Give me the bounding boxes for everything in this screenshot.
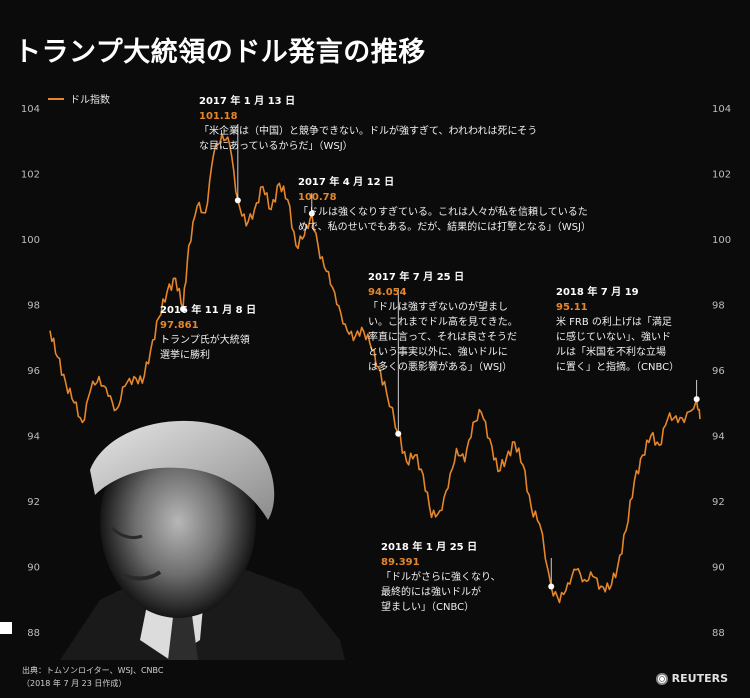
brand-label: REUTERS — [671, 672, 728, 685]
annotation-value: 95.11 — [556, 302, 588, 313]
y-tick-label-right: 102 — [712, 170, 731, 181]
annotation-value: 97.861 — [160, 320, 199, 331]
annotation-text-line: 望ましい」（CNBC） — [381, 602, 475, 613]
y-tick-label-left: 102 — [21, 170, 40, 181]
legend-label: ドル指数 — [70, 95, 110, 106]
annotation-point — [395, 430, 402, 437]
annotation-2018-01-25: 2018 年 1 月 25 日 89.391 「ドルがさらに強くなり、 最終的に… — [381, 540, 501, 615]
annotation-date: 2017 年 4 月 12 日 — [298, 177, 395, 188]
y-tick-label-left: 96 — [27, 366, 40, 377]
y-tick-label-right: 90 — [712, 563, 725, 574]
series-line-dollar-index — [49, 133, 701, 604]
annotation-value: 94.054 — [368, 287, 407, 298]
annotation-text-line: な目にあっているからだ」（WSJ） — [199, 141, 353, 152]
annotation-value: 100.78 — [298, 192, 337, 203]
y-tick-label-left: 90 — [27, 563, 40, 574]
y-axis-left: 88 90 92 94 96 98 100 102 104 — [21, 104, 40, 639]
annotation-text-line: 「ドルは強くなりすぎている。これは人々が私を信頼しているた — [298, 207, 588, 218]
date-note: （2018 年 7 月 23 日作成） — [22, 679, 127, 688]
source-text: 出典：トムソンロイター、WSJ、CNBC — [22, 666, 164, 675]
annotation-2017-01-13: 2017 年 1 月 13 日 101.18 「米企業は（中国）と競争できない。… — [199, 94, 537, 154]
annotation-2017-07-25: 2017 年 7 月 25 日 94.054 「ドルは強すぎないのが望まし い。… — [368, 270, 518, 375]
annotation-text-line: という事実以外に、強いドルに — [368, 347, 508, 358]
y-tick-label-right: 98 — [712, 301, 725, 312]
annotation-date: 2018 年 1 月 25 日 — [381, 542, 478, 553]
annotation-2018-07-19: 2018 年 7 月 19 95.11 米 FRB の利上げは「満足 に感じてい… — [556, 285, 679, 375]
image-edge — [0, 622, 12, 634]
annotation-text-line: めで、私のせいでもある。だが、結果的には打撃となる」（WSJ） — [298, 222, 591, 233]
annotation-2017-04-12: 2017 年 4 月 12 日 100.78 「ドルは強くなりすぎている。これは… — [298, 175, 591, 235]
annotation-date: 2018 年 7 月 19 — [556, 287, 639, 298]
annotation-text-line: 「米企業は（中国）と競争できない。ドルが強すぎて、われわれは死にそう — [199, 126, 538, 137]
y-tick-label-left: 88 — [27, 628, 40, 639]
y-tick-label-right: 92 — [712, 497, 725, 508]
y-tick-label-right: 94 — [712, 432, 725, 443]
annotation-text-line: 「ドルがさらに強くなり、 — [381, 572, 501, 583]
annotation-point — [234, 197, 241, 204]
chart-title: トランプ大統領のドル発言の推移 — [14, 37, 426, 68]
y-tick-label-right: 88 — [712, 628, 725, 639]
y-tick-label-left: 94 — [27, 432, 40, 443]
annotation-point — [308, 210, 315, 217]
annotation-value: 89.391 — [381, 557, 420, 568]
annotation-text-line: に置く」と指摘。（CNBC） — [556, 362, 680, 373]
annotation-text-line: 率直に言って、それは良さそうだ — [368, 332, 517, 343]
y-tick-label-left: 92 — [27, 497, 40, 508]
annotation-leaders — [179, 124, 700, 590]
annotation-2016-11-08: 2016 年 11 月 8 日 97.861 トランプ氏が大統領 選挙に勝利 — [160, 303, 256, 363]
annotation-date: 2017 年 7 月 25 日 — [368, 272, 465, 283]
portrait-photo — [60, 420, 345, 660]
annotation-text-line: は多くの悪影響がある」（WSJ） — [368, 362, 513, 373]
annotation-text-line: 「ドルは強すぎないのが望まし — [368, 302, 508, 313]
annotation-text-line: い。これまでドル高を見てきた。 — [368, 317, 518, 328]
annotation-point — [693, 396, 700, 403]
reuters-icon — [655, 672, 668, 685]
annotation-text-line: トランプ氏が大統領 — [160, 335, 250, 346]
y-tick-label-left: 100 — [21, 235, 40, 246]
y-tick-label-right: 96 — [712, 366, 725, 377]
source-note: 出典：トムソンロイター、WSJ、CNBC （2018 年 7 月 23 日作成） — [22, 664, 163, 690]
y-axis-right: 88 90 92 94 96 98 100 102 104 — [712, 104, 731, 639]
annotation-text-line: 米 FRB の利上げは「満足 — [556, 317, 672, 328]
annotation-point — [548, 583, 555, 590]
annotation-value: 101.18 — [199, 111, 238, 122]
legend-swatch — [48, 97, 64, 100]
annotation-text-line: 選挙に勝利 — [160, 350, 210, 361]
annotation-date: 2016 年 11 月 8 日 — [160, 305, 257, 316]
annotation-date: 2017 年 1 月 13 日 — [199, 96, 296, 107]
annotation-text-line: ルは「米国を不利な立場 — [556, 347, 666, 358]
y-tick-label-left: 104 — [21, 104, 40, 115]
annotation-text-line: に感じていない」、強いド — [556, 332, 671, 343]
y-tick-label-right: 104 — [712, 104, 731, 115]
y-tick-label-right: 100 — [712, 235, 731, 246]
legend: ドル指数 — [48, 91, 110, 106]
annotation-text-line: 最終的には強いドルが — [381, 587, 481, 598]
annotation-point — [179, 306, 186, 313]
brand-logo: REUTERS — [655, 672, 728, 685]
y-tick-label-left: 98 — [27, 301, 40, 312]
